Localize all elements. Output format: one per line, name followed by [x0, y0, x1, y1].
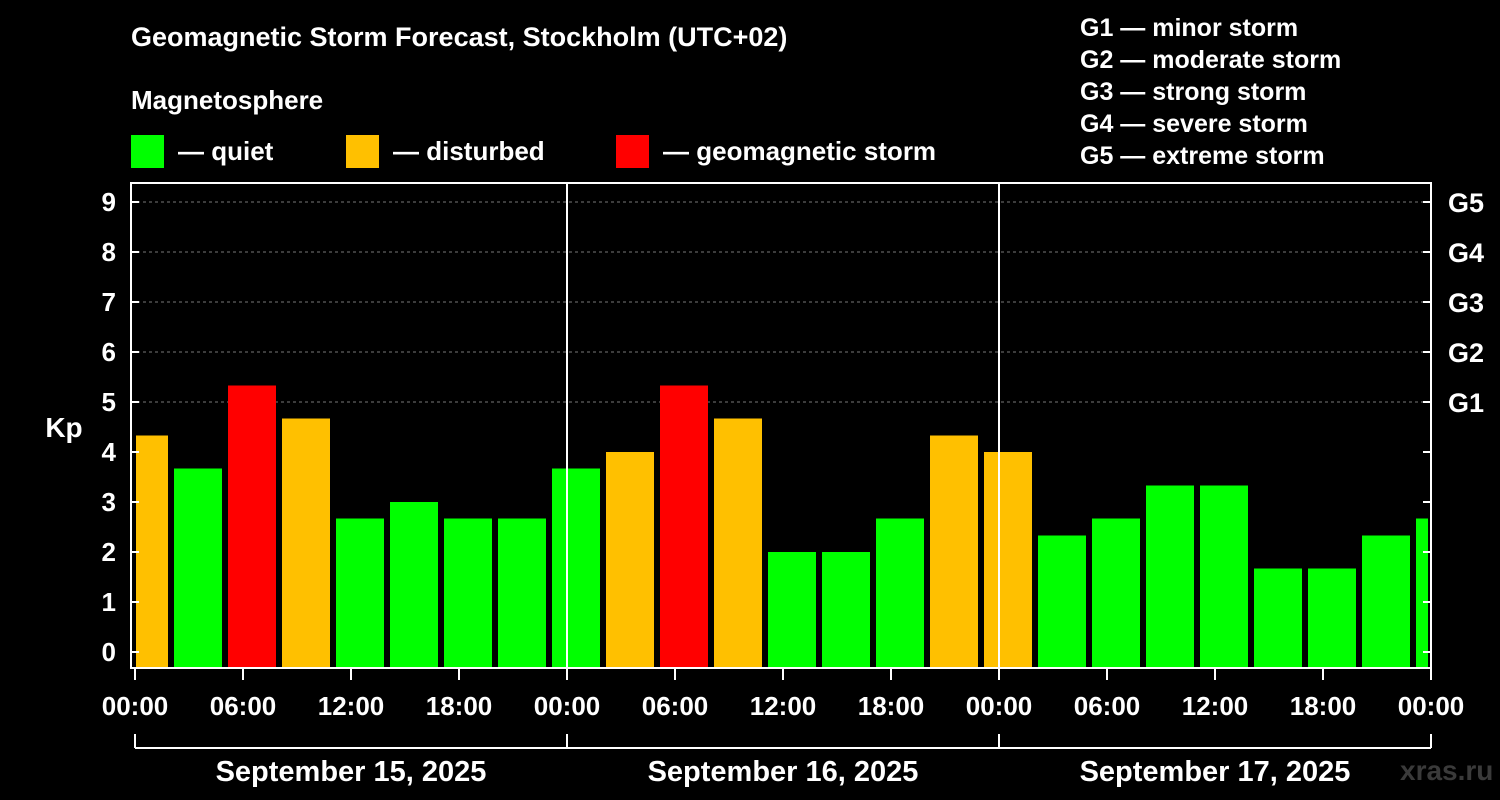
g-scale-legend: G1 — minor storm G2 — moderate storm G3 … [1080, 12, 1341, 172]
bar [1038, 535, 1086, 668]
legend-disturbed-label: — disturbed [393, 135, 545, 166]
y-tick-label: 4 [102, 437, 117, 467]
g-scale-item: G5 — extreme storm [1080, 142, 1325, 170]
x-tick-label: 06:00 [642, 691, 709, 721]
bar [768, 552, 816, 668]
bar [1308, 568, 1356, 668]
y-tick-label: 0 [102, 637, 116, 667]
bar [136, 435, 168, 668]
g-scale-item: G4 — severe storm [1080, 110, 1308, 138]
legend-storm-label: — geomagnetic storm [663, 135, 937, 166]
g-tick-label: G4 [1448, 238, 1484, 268]
y-tick-label: 6 [102, 337, 116, 367]
y-tick-label: 7 [102, 287, 116, 317]
g-scale-item: G1 — minor storm [1080, 14, 1299, 42]
day-label: September 17, 2025 [1080, 756, 1351, 788]
bar [876, 518, 924, 668]
day-label: September 16, 2025 [648, 756, 919, 788]
g-tick-label: G5 [1448, 188, 1484, 218]
g-scale-item: G2 — moderate storm [1080, 46, 1342, 74]
chart-subtitle: Magnetosphere [131, 85, 324, 115]
g-tick-label: G1 [1448, 388, 1484, 418]
x-tick-label: 00:00 [102, 691, 169, 721]
bar [282, 418, 330, 668]
bar [984, 452, 1032, 668]
y-tick-label: 3 [102, 487, 116, 517]
x-tick-label: 18:00 [1290, 691, 1357, 721]
bar [390, 502, 438, 668]
x-tick-label: 06:00 [1074, 691, 1141, 721]
x-tick-label: 18:00 [858, 691, 925, 721]
legend-quiet-label: — quiet [178, 135, 274, 166]
bar [714, 418, 762, 668]
g-tick-label: G2 [1448, 338, 1484, 368]
bar [660, 385, 708, 668]
x-tick-label: 12:00 [318, 691, 385, 721]
bar [552, 468, 600, 668]
bar [1254, 568, 1302, 668]
legend-storm-swatch [616, 134, 649, 168]
y-axis-label: Kp [45, 412, 82, 443]
bar [1416, 518, 1428, 668]
x-tick-label: 00:00 [966, 691, 1033, 721]
bar [1146, 485, 1194, 668]
bar [444, 518, 492, 668]
legend-disturbed: — disturbed [346, 134, 545, 168]
bar [1362, 535, 1410, 668]
plot-frame [130, 182, 1432, 669]
x-tick-label: 12:00 [750, 691, 817, 721]
y-tick-label: 1 [102, 587, 116, 617]
bar [228, 385, 276, 668]
g-scale-item: G3 — strong storm [1080, 78, 1307, 106]
bar [336, 518, 384, 668]
bar [606, 452, 654, 668]
y-tick-label: 5 [102, 387, 116, 417]
g-tick-label: G3 [1448, 288, 1484, 318]
bar [174, 468, 222, 668]
y-tick-label: 2 [102, 537, 116, 567]
x-tick-label: 18:00 [426, 691, 493, 721]
bar [930, 435, 978, 668]
day-label: September 15, 2025 [216, 756, 487, 788]
bar [1200, 485, 1248, 668]
legend-quiet: — quiet [131, 134, 273, 168]
x-tick-label: 06:00 [210, 691, 277, 721]
bar [822, 552, 870, 668]
watermark: xras.ru [1400, 755, 1494, 786]
legend-quiet-swatch [131, 134, 164, 168]
y-tick-label: 9 [102, 187, 116, 217]
bar [1092, 518, 1140, 668]
x-tick-label: 12:00 [1182, 691, 1249, 721]
x-tick-label: 00:00 [534, 691, 601, 721]
legend-disturbed-swatch [346, 134, 379, 168]
chart-title: Geomagnetic Storm Forecast, Stockholm (U… [131, 22, 788, 52]
bar [498, 518, 546, 668]
legend-storm: — geomagnetic storm [616, 134, 936, 168]
y-tick-label: 8 [102, 237, 116, 267]
x-tick-label: 00:00 [1398, 691, 1465, 721]
